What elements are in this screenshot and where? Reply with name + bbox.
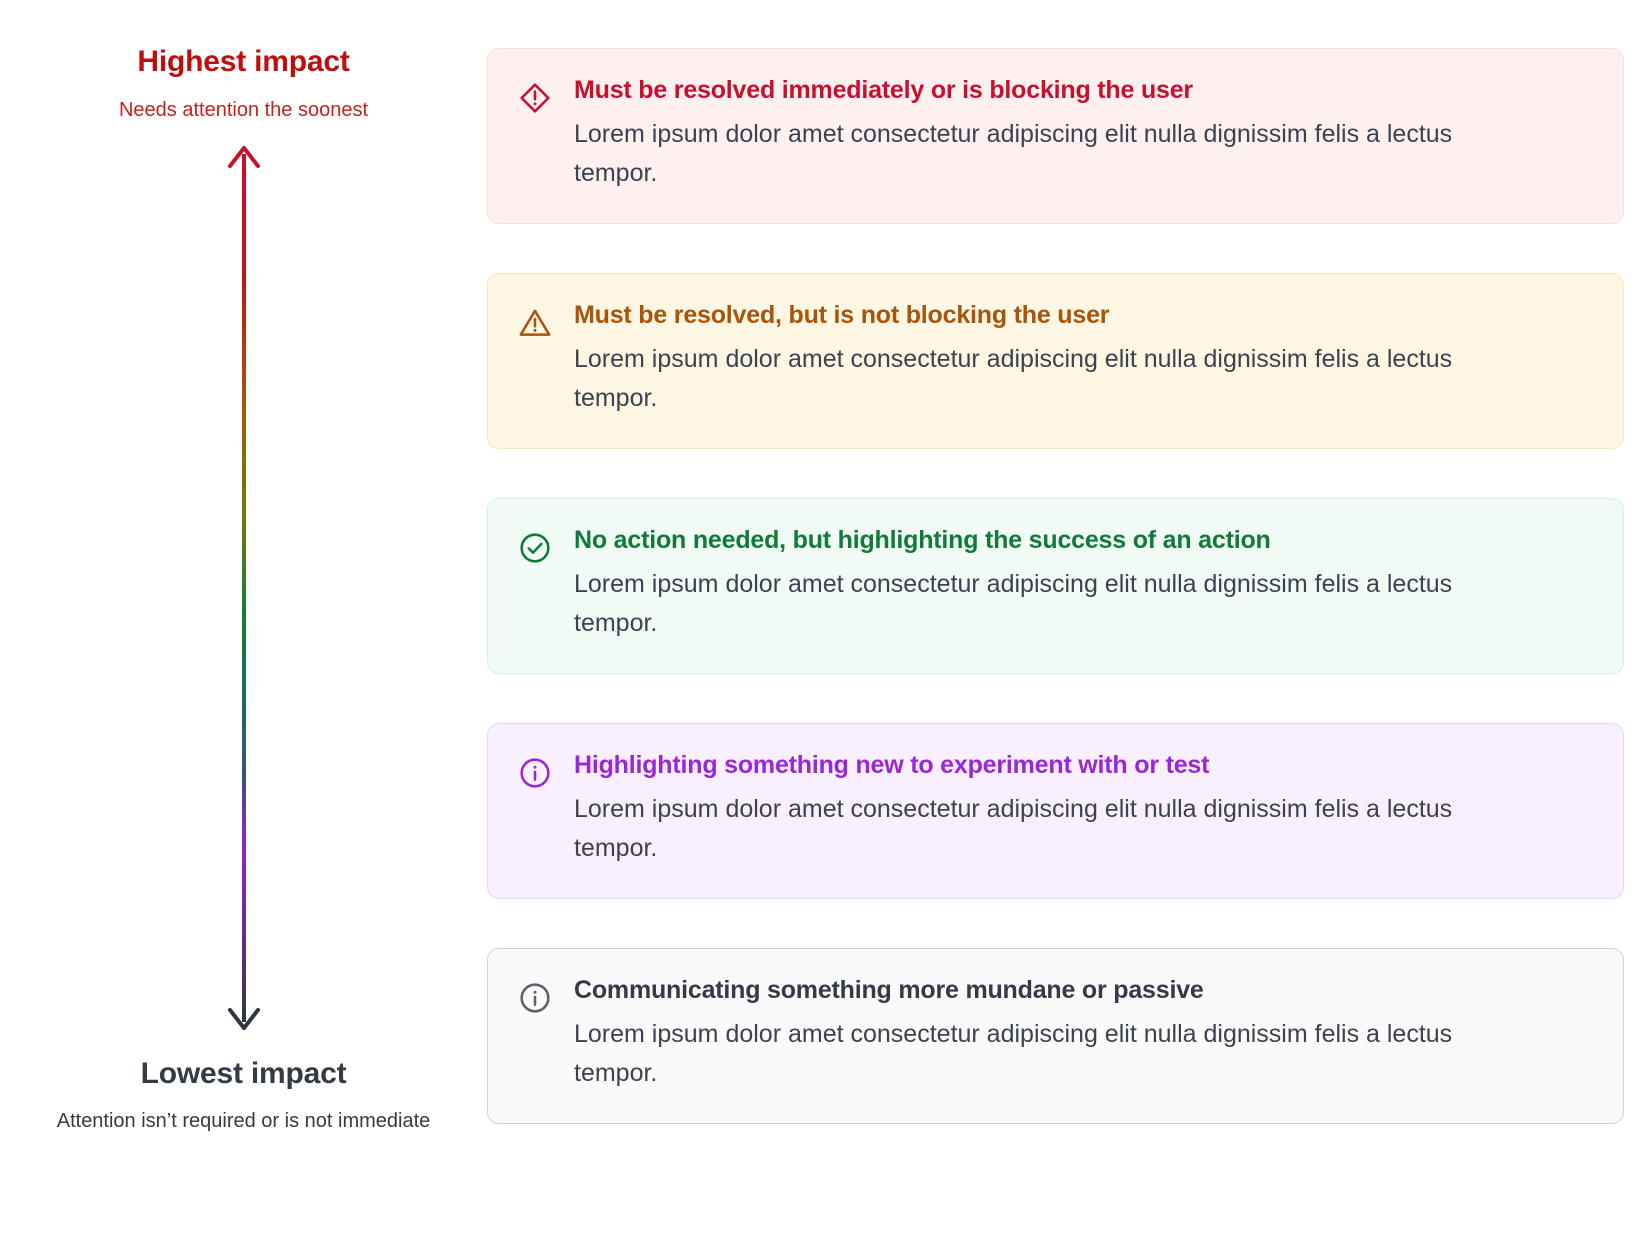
circle-info-icon bbox=[518, 981, 552, 1015]
alert-card-critical[interactable]: Must be resolved immediately or is block… bbox=[487, 48, 1624, 224]
alert-card-new[interactable]: Highlighting something new to experiment… bbox=[487, 723, 1624, 899]
gradient-arrow-icon bbox=[227, 146, 260, 1030]
alert-card-info[interactable]: Communicating something more mundane or … bbox=[487, 948, 1624, 1124]
alert-content: No action needed, but highlighting the s… bbox=[574, 525, 1593, 643]
diamond-exclamation-icon bbox=[518, 81, 552, 115]
alert-content: Must be resolved, but is not blocking th… bbox=[574, 300, 1593, 418]
impact-gradient-arrow bbox=[224, 144, 264, 1032]
alert-content: Highlighting something new to experiment… bbox=[574, 750, 1593, 868]
alert-content: Communicating something more mundane or … bbox=[574, 975, 1593, 1093]
alert-description: Lorem ipsum dolor amet consectetur adipi… bbox=[574, 1020, 1453, 1087]
triangle-exclamation-icon bbox=[518, 306, 552, 340]
alert-title: Must be resolved immediately or is block… bbox=[574, 76, 1193, 104]
circle-info-icon bbox=[518, 756, 552, 790]
alert-description: Lorem ipsum dolor amet consectetur adipi… bbox=[574, 795, 1453, 862]
alert-title: Highlighting something new to experiment… bbox=[574, 751, 1210, 779]
alert-description: Lorem ipsum dolor amet consectetur adipi… bbox=[574, 120, 1453, 187]
alert-list: Must be resolved immediately or is block… bbox=[487, 0, 1652, 1248]
alert-description: Lorem ipsum dolor amet consectetur adipi… bbox=[574, 345, 1453, 412]
alert-description: Lorem ipsum dolor amet consectetur adipi… bbox=[574, 570, 1453, 637]
alert-card-success[interactable]: No action needed, but highlighting the s… bbox=[487, 498, 1624, 674]
lowest-impact-sublabel: Attention isn’t required or is not immed… bbox=[56, 1110, 431, 1132]
alert-title: Must be resolved, but is not blocking th… bbox=[574, 301, 1110, 329]
alert-content: Must be resolved immediately or is block… bbox=[574, 75, 1593, 193]
impact-scale-column: Highest impact Needs attention the soone… bbox=[0, 0, 487, 1248]
alert-title: Communicating something more mundane or … bbox=[574, 976, 1204, 1004]
lowest-impact-label: Lowest impact bbox=[140, 1057, 347, 1090]
highest-impact-sublabel: Needs attention the soonest bbox=[118, 99, 369, 121]
alert-card-warning[interactable]: Must be resolved, but is not blocking th… bbox=[487, 273, 1624, 449]
alert-title: No action needed, but highlighting the s… bbox=[574, 526, 1271, 554]
highest-impact-label: Highest impact bbox=[137, 45, 350, 78]
circle-check-icon bbox=[518, 531, 552, 565]
